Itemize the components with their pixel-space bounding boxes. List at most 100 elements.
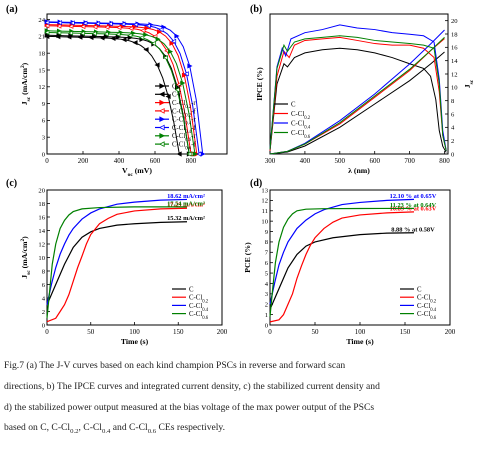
legend-label: C-Cl0.2 [417,295,437,305]
jv-marker [170,38,177,44]
legend-marker [159,132,166,139]
y-tick-label: 12 [261,198,268,205]
panel-label: (b) [250,4,262,15]
legend-label: C-Cl0.4 [189,303,209,313]
jv-marker [94,20,101,27]
y-tick-label: 21 [38,34,45,41]
jv-marker [115,31,121,37]
jv-marker [176,151,182,157]
y-right-tick-label: 6 [451,111,455,118]
panel-b: 300 400 500 600 700 800 λ (nm) IPCE (%) 0 2 4 6 8 10 1… [255,13,475,175]
jv-marker [165,93,171,100]
y-right-tick-label: 14 [451,58,458,65]
legend-label: C-r [172,83,182,90]
x-tick-label: 150 [173,328,184,336]
jv-marker [110,35,116,42]
x-tick-label: 0 [45,157,49,165]
y-tick-label: 5 [265,270,269,277]
legend-label: C-Cl0.4-f [172,125,196,135]
x-tick-label: 50 [87,328,95,336]
end-value-label: 17.29 mA/cm² [167,202,205,209]
stabilized-curve [269,211,415,323]
x-tick-label: 600 [369,157,380,165]
y-tick-label: 16 [38,214,45,221]
x-tick-label: 300 [265,157,276,165]
y-tick-label: 20 [38,187,45,194]
panel-c: 0 50 100 150 200 0 2 4 6 8 10 12 14 16 18 20 Time (s) Jsc… [20,187,228,346]
y-tick-label: 6 [42,282,46,289]
legend-marker [159,99,166,106]
caption-text: 0.2 [70,428,79,436]
jv-marker [44,33,50,39]
jv-marker [79,30,85,36]
y-tick-label: 8 [42,268,46,275]
jv-marker [82,20,88,26]
y-tick-label: 18 [38,51,45,58]
caption-text: based on C, C-Cl [4,422,71,434]
end-value-label: 17.54 mA/cm² [167,200,205,207]
y-tick-label: 6 [42,118,46,125]
jv-marker [144,25,150,31]
legend-marker [158,141,165,147]
y-tick-label: 11 [262,208,268,215]
caption-line: based on C, C-Cl0.2, C-Cl0.4 and C-Cl0.6… [4,418,486,443]
y-right-tick-label: 10 [451,85,458,92]
jv-marker [44,29,50,36]
y-tick-label: 10 [38,255,45,262]
y-right-tick-label: 8 [451,98,455,105]
jv-marker [181,72,188,78]
x-axis-label: λ (nm) [348,166,370,175]
legend-marker [158,124,165,131]
legend-label: C-Cl0.2-r [172,100,196,110]
jv-marker [92,24,98,30]
legend-label: C-Cl0.4 [417,303,437,313]
jv-marker [180,80,186,86]
caption-text: , C-Cl [78,422,102,434]
jv-marker [121,37,127,43]
legend-label: C [291,101,296,108]
legend-label: C-Cl0.6 [291,130,311,140]
jv-marker [143,47,149,53]
jv-marker [154,62,160,68]
y-axis-label: Jsc (mA/cm2) [20,62,32,105]
legend-marker [158,91,165,98]
stabilized-curve [269,232,415,310]
y-axis-label: Jsc (mA/cm2) [20,236,32,279]
jv-marker [67,30,74,36]
legend-label: C-Cl0.2 [189,295,209,305]
panel-a: 0 200 400 600 800 0 3 6 9 12 15 18 21 24 Voc (mV) Jsc (… [20,13,228,178]
y-tick-label: 3 [265,291,269,298]
jv-marker [104,24,110,30]
jv-marker [174,33,180,39]
y-tick-label: 18 [38,201,45,208]
y-right-axis-label: Jsc [463,79,475,88]
legend-label: C [417,286,422,293]
integrated-jsc-curve [269,51,445,155]
caption-line: Fig.7 (a) The J-V curves based on each k… [4,356,486,377]
y-tick-label: 0 [42,322,46,329]
jv-marker [44,19,50,25]
x-axis-label: Time (s) [346,337,374,346]
end-value-label: 8.88 % at 0.58V [391,226,435,233]
jv-marker [162,55,168,61]
figure-caption: Fig.7 (a) The J-V curves based on each k… [4,356,486,443]
y-tick-label: 3 [42,135,46,142]
caption-line: d) the stabilized power output measured … [4,398,486,419]
jv-marker [169,40,175,46]
y-right-tick-label: 0 [451,151,455,158]
jv-marker [120,21,126,27]
panel-label: (a) [6,4,18,15]
jv-marker [183,71,189,77]
ipce-curve [269,35,447,151]
caption-text: CEs respectively. [156,422,226,434]
caption-text: d) the stabilized power output measured … [4,401,375,413]
x-axis-label: Time (s) [121,337,149,346]
jv-marker [150,40,156,46]
legend-marker [158,108,165,114]
jv-marker [56,20,63,26]
x-tick-label: 100 [355,328,366,336]
stabilized-curve [46,207,188,323]
caption-text: Fig.7 (a) The J-V curves based on each k… [4,360,346,371]
end-value-label: 15.32 mA/cm² [167,215,205,222]
legend-marker [159,116,166,123]
